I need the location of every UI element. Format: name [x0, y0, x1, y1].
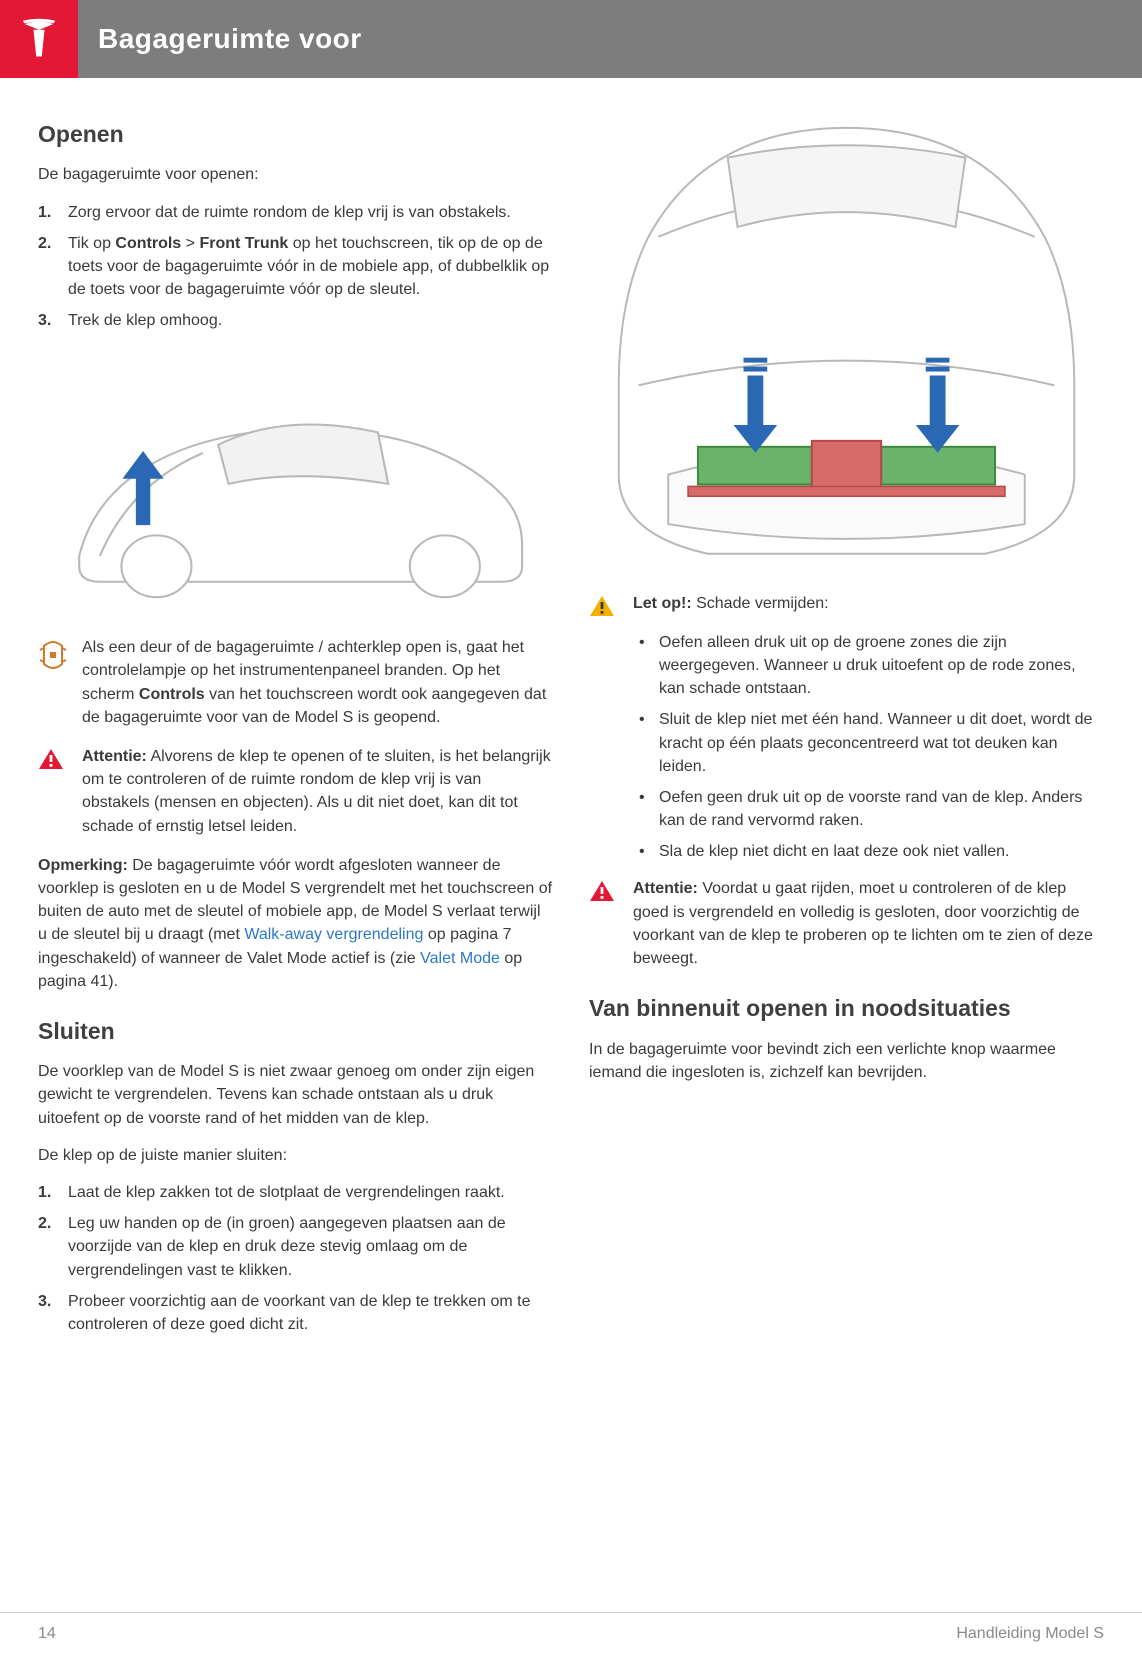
attention-before-driving: Attentie: Voordat u gaat rijden, moet u … [589, 877, 1104, 970]
close-p2: De klep op de juiste manier sluiten: [38, 1144, 553, 1167]
note-text: Let op!: Schade vermijden: [633, 592, 1104, 625]
link-valet-mode[interactable]: Valet Mode [420, 950, 500, 967]
caution-icon [589, 592, 621, 625]
heading-emergency: Van binnenuit openen in noodsituaties [589, 992, 1104, 1025]
list-item: 2. Tik op Controls > Front Trunk op het … [38, 232, 553, 302]
step-text: Probeer voorzichtig aan de voorkant van … [68, 1293, 530, 1333]
caution-letop: Let op!: Schade vermijden: [589, 592, 1104, 625]
warning-icon [589, 877, 621, 970]
list-item: Oefen alleen druk uit op de groene zones… [633, 631, 1104, 701]
warning-icon [38, 745, 70, 838]
car-door-open-icon [38, 636, 70, 729]
close-steps-list: 1.Laat de klep zakken tot de slotplaat d… [38, 1181, 553, 1336]
list-item: 2.Leg uw handen op de (in groen) aangege… [38, 1212, 553, 1282]
illustration-open-hood [38, 350, 553, 618]
list-item: Sla de klep niet dicht en laat deze ook … [633, 840, 1104, 863]
list-item: 3.Trek de klep omhoog. [38, 309, 553, 332]
step-text: Zorg ervoor dat de ruimte rondom de klep… [68, 204, 511, 221]
close-p1: De voorklep van de Model S is niet zwaar… [38, 1060, 553, 1130]
open-steps-list: 1.Zorg ervoor dat de ruimte rondom de kl… [38, 201, 553, 333]
heading-close: Sluiten [38, 1015, 553, 1048]
tesla-logo-icon [16, 16, 62, 62]
book-title: Handleiding Model S [956, 1622, 1104, 1645]
note-text: Attentie: Voordat u gaat rijden, moet u … [633, 877, 1104, 970]
list-item: 1.Zorg ervoor dat de ruimte rondom de kl… [38, 201, 553, 224]
page-header: Bagageruimte voor [78, 0, 1142, 78]
heading-open: Openen [38, 118, 553, 151]
page-footer: 14 Handleiding Model S [0, 1612, 1142, 1654]
note-text: Als een deur of de bagageruimte / achter… [82, 636, 553, 729]
step-text: Tik op Controls > Front Trunk op het tou… [68, 235, 549, 298]
open-intro: De bagageruimte voor openen: [38, 163, 553, 186]
list-item: 1.Laat de klep zakken tot de slotplaat d… [38, 1181, 553, 1204]
letop-bullets: Oefen alleen druk uit op de groene zones… [589, 631, 1104, 864]
emergency-paragraph: In de bagageruimte voor bevindt zich een… [589, 1038, 1104, 1084]
list-item: 3.Probeer voorzichtig aan de voorkant va… [38, 1290, 553, 1336]
step-text: Trek de klep omhoog. [68, 312, 222, 329]
list-item: Oefen geen druk uit op de voorste rand v… [633, 786, 1104, 832]
link-walkaway[interactable]: Walk-away vergrendeling [244, 926, 423, 943]
car-open-indicator-note: Als een deur of de bagageruimte / achter… [38, 636, 553, 729]
page-number: 14 [38, 1622, 56, 1645]
brand-logo-block [0, 0, 78, 78]
step-text: Leg uw handen op de (in groen) aangegeve… [68, 1215, 506, 1278]
page-title: Bagageruimte voor [98, 19, 362, 60]
note-text: Attentie: Alvorens de klep te openen of … [82, 745, 553, 838]
list-item: Sluit de klep niet met één hand. Wanneer… [633, 708, 1104, 778]
illustration-close-zones [589, 118, 1104, 574]
step-text: Laat de klep zakken tot de slotplaat de … [68, 1184, 505, 1201]
opmerking-paragraph: Opmerking: De bagageruimte vóór wordt af… [38, 854, 553, 993]
attention-open-obstacles: Attentie: Alvorens de klep te openen of … [38, 745, 553, 838]
